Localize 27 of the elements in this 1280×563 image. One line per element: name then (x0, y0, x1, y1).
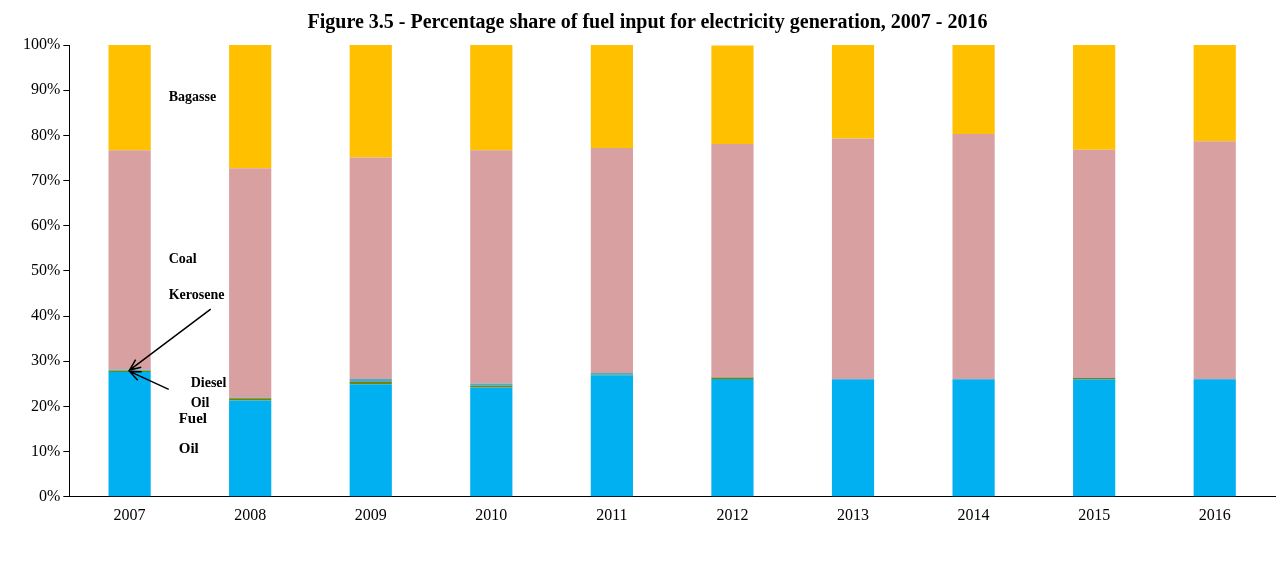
y-tick-label: 80% (31, 125, 61, 143)
x-tick-label: 2013 (837, 505, 870, 523)
x-tick-label: 2016 (1198, 505, 1231, 523)
y-tick-label: 70% (31, 170, 61, 188)
y-tick-label: 30% (31, 351, 61, 369)
x-tick-label: 2007 (113, 505, 146, 523)
y-tick-label: 90% (31, 80, 61, 98)
y-tick-label: 10% (31, 441, 61, 459)
x-tick-label: 2011 (596, 505, 628, 523)
series-label: Diesel Oil (190, 375, 227, 411)
x-tick-label: 2015 (1078, 505, 1111, 523)
x-tick-label: 2008 (234, 505, 267, 523)
x-tick-label: 2010 (475, 505, 508, 523)
series-label: Bagasse (168, 89, 217, 105)
y-tick-label: 100% (23, 35, 61, 53)
x-tick-label: 2012 (716, 505, 749, 523)
series-label: Coal (168, 251, 197, 267)
chart-title: Figure 3.5 - Percentage share of fuel input for electricity generation, 2007 - 2016 (307, 10, 988, 34)
y-tick-label: 60% (31, 215, 61, 233)
y-tick-label: 20% (31, 396, 61, 414)
y-tick-label: 50% (31, 261, 61, 279)
y-tick-label: 0% (39, 487, 61, 504)
x-tick-label: 2009 (354, 505, 387, 523)
x-tick-label: 2014 (957, 505, 990, 523)
series-label: Fuel Oil (178, 410, 208, 457)
text: Kerosene (168, 286, 225, 302)
y-tick-label: 40% (31, 306, 61, 324)
